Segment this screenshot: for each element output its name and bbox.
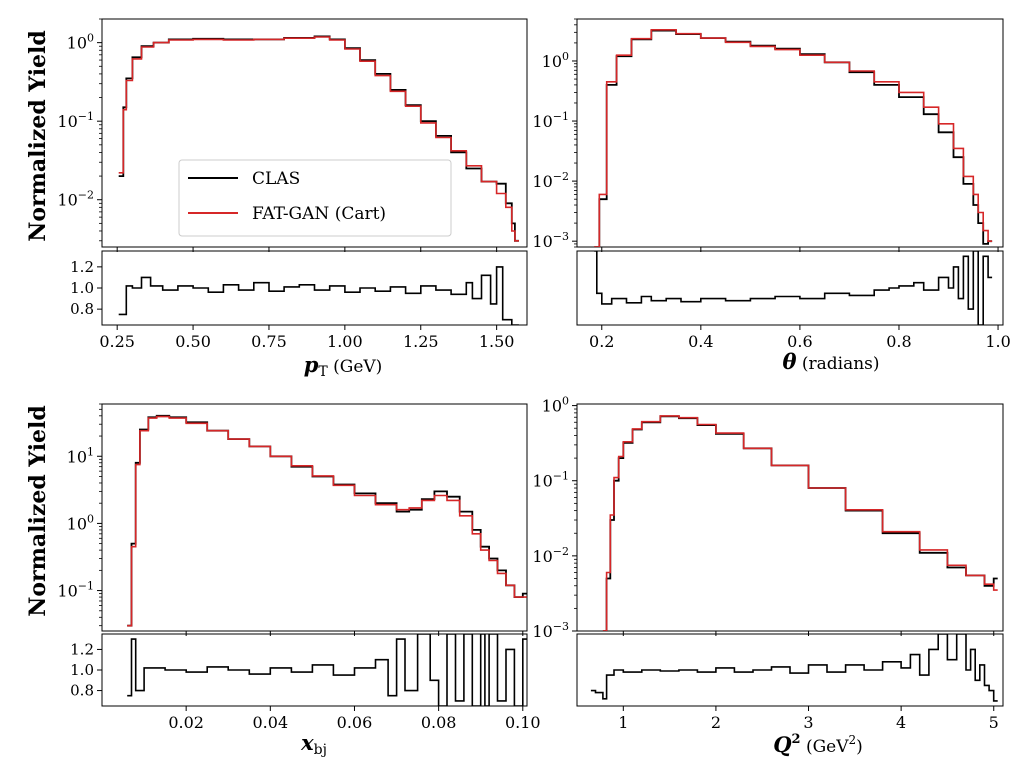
xtick-label-theta-4: 1.0: [985, 332, 1010, 351]
ratio-line-q2: [590, 634, 998, 702]
xtick-label-pt-0: 0.25: [99, 332, 135, 351]
xtick-label-pt-5: 1.50: [479, 332, 515, 351]
xlabel-q2-var: Q: [773, 732, 791, 757]
ytick-label-xbj-2: 10−1: [57, 580, 94, 601]
xtick-label-theta-0: 0.2: [589, 332, 614, 351]
xlabel-pt-unit: (GeV): [328, 357, 383, 377]
ylabel-top: Normalized Yield: [25, 30, 51, 242]
xtick-label-q2-0: 1: [618, 713, 628, 732]
ytick-label-pt-1: 10−1: [57, 110, 94, 131]
ratio-ytick-label-pt-0: 0.8: [70, 300, 94, 318]
legend: CLAS FAT-GAN (Cart): [178, 159, 452, 237]
legend-frame: [178, 159, 452, 237]
panel-pt: 100 10−1 10−2 0.8 1.0 1.2 0.25 0.50 0.75 1.00 1.25…: [57, 18, 528, 351]
ratio-ytick-label-xbj-2: 1.2: [70, 640, 94, 658]
ratio-axes-frame-q2: [576, 633, 1004, 707]
ylabel-bottom: Normalized Yield: [25, 405, 51, 617]
xtick-label-q2-1: 2: [711, 713, 721, 732]
xtick-label-pt-3: 1.00: [327, 332, 363, 351]
ytick-label-q2-3: 10−3: [532, 620, 569, 641]
xtick-label-xbj-3: 0.08: [421, 713, 457, 732]
ratio-line-pt: [118, 266, 519, 325]
xtick-label-pt-1: 0.50: [175, 332, 211, 351]
xlabel-pt-sub: T: [318, 364, 328, 380]
ytick-label-theta-0: 100: [542, 50, 569, 71]
xtick-label-q2-3: 4: [896, 713, 906, 732]
ratio-ytick-label-pt-2: 1.2: [70, 258, 94, 276]
xtick-label-pt-2: 0.75: [251, 332, 287, 351]
xlabel-pt-var: p: [304, 352, 319, 377]
xlabel-q2-unit: (GeV: [801, 737, 850, 757]
ratio-ytick-label-xbj-1: 1.0: [70, 661, 94, 679]
xlabel-q2: Q2 (GeV2): [773, 732, 863, 757]
panel-xbj: 101 100 10−1 0.8 1.0 1.2 0.02 0.04 0.06 0.08 0.10: [57, 403, 541, 732]
xlabel-xbj-sub: bj: [314, 742, 327, 758]
xtick-label-theta-2: 0.6: [787, 332, 812, 351]
series-fatgan-pt: [118, 36, 519, 242]
xtick-label-pt-4: 1.25: [403, 332, 439, 351]
ytick-label-pt-2: 10−2: [57, 189, 94, 210]
ratio-line-xbj: [127, 634, 527, 706]
ytick-label-theta-3: 10−3: [532, 230, 569, 251]
panel-q2: 100 10−1 10−2 10−3 1 2 3 4 5: [532, 395, 1004, 732]
ytick-label-theta-1: 10−1: [532, 110, 569, 131]
legend-label-fatgan: FAT-GAN (Cart): [252, 204, 386, 224]
ratio-axes-frame-theta: [576, 250, 1004, 326]
xlabel-q2-sup: 2: [792, 732, 801, 747]
ytick-label-q2-1: 10−1: [532, 470, 569, 491]
xlabel-theta-unit: (radians): [796, 354, 879, 374]
panel-theta: 100 10−1 10−2 10−3 0.2 0.4 0.6 0.8 1.0: [532, 18, 1011, 351]
ytick-label-theta-2: 10−2: [532, 170, 569, 191]
series-clas-q2: [602, 415, 998, 631]
xlabel-pt: pT (GeV): [304, 352, 383, 380]
xtick-label-xbj-0: 0.02: [168, 713, 204, 732]
xlabel-q2-unit-end: ): [856, 737, 863, 757]
ytick-label-q2-0: 100: [542, 395, 569, 416]
xlabel-q2-unit-sup: 2: [849, 733, 857, 747]
xtick-label-theta-3: 0.8: [886, 332, 911, 351]
ratio-ytick-label-xbj-0: 0.8: [70, 682, 94, 700]
series-fatgan-theta: [594, 29, 993, 247]
ytick-label-pt-0: 100: [67, 32, 94, 53]
xtick-label-theta-1: 0.4: [688, 332, 713, 351]
main-axes-frame-theta: [576, 18, 1004, 248]
xtick-label-xbj-4: 0.10: [505, 713, 541, 732]
xtick-label-xbj-1: 0.04: [253, 713, 289, 732]
series-fatgan-q2: [602, 415, 998, 631]
ytick-label-xbj-1: 100: [67, 512, 94, 533]
series-clas-xbj: [127, 414, 527, 627]
xlabel-xbj: xbj: [300, 730, 327, 758]
xlabel-theta-var: θ: [782, 349, 796, 374]
main-axes-frame-q2: [576, 403, 1004, 632]
ytick-label-q2-2: 10−2: [532, 545, 569, 566]
xlabel-xbj-var: x: [300, 730, 314, 755]
series-fatgan-xbj: [127, 415, 527, 627]
xtick-label-xbj-2: 0.06: [337, 713, 373, 732]
ytick-label-xbj-0: 101: [67, 445, 94, 466]
main-axes-frame-xbj: [101, 403, 528, 632]
ratio-line-theta: [594, 251, 993, 325]
xtick-label-q2-2: 3: [803, 713, 813, 732]
series-clas-theta: [594, 29, 993, 247]
legend-label-clas: CLAS: [252, 169, 300, 189]
xtick-label-q2-4: 5: [989, 713, 999, 732]
xlabel-theta: θ (radians): [782, 349, 879, 374]
ratio-ytick-label-pt-1: 1.0: [70, 279, 94, 297]
